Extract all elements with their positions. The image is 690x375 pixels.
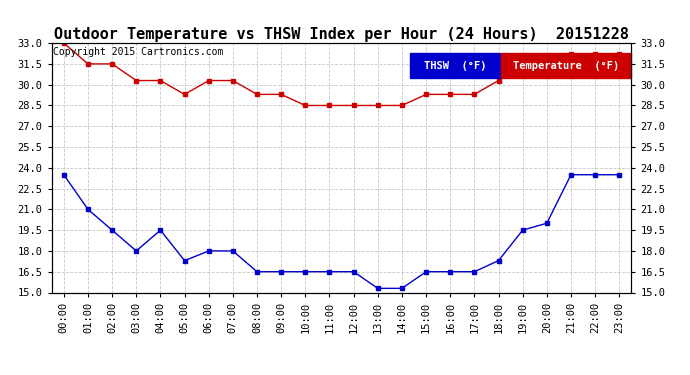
- Title: Outdoor Temperature vs THSW Index per Hour (24 Hours)  20151228: Outdoor Temperature vs THSW Index per Ho…: [54, 27, 629, 42]
- Text: Copyright 2015 Cartronics.com: Copyright 2015 Cartronics.com: [53, 47, 224, 57]
- Text: Temperature  (°F): Temperature (°F): [513, 61, 619, 70]
- FancyBboxPatch shape: [501, 53, 631, 78]
- Text: THSW  (°F): THSW (°F): [424, 61, 486, 70]
- FancyBboxPatch shape: [410, 53, 500, 78]
